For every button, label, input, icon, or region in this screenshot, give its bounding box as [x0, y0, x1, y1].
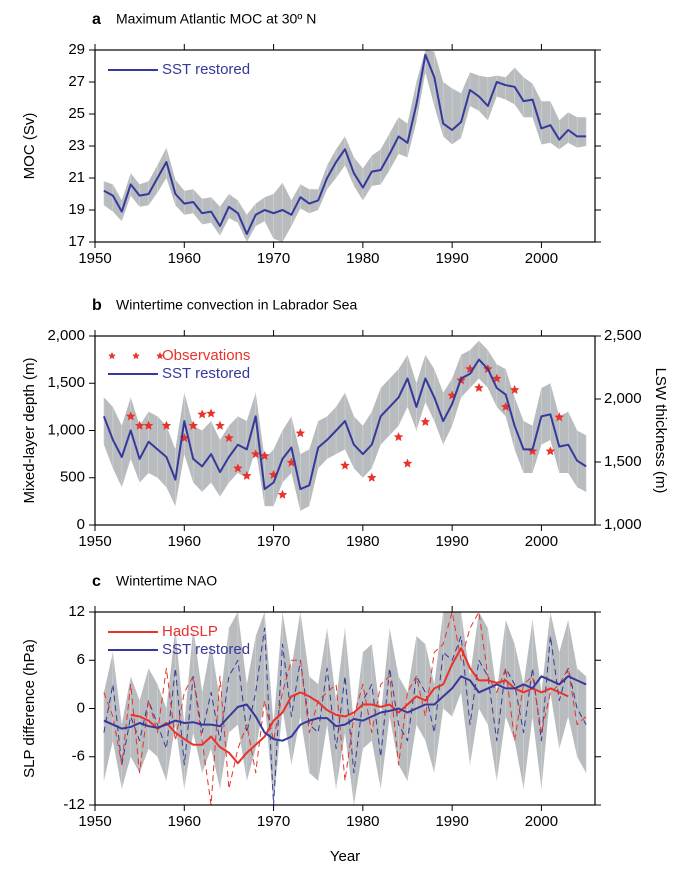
y-tick-label: 6 [77, 651, 85, 668]
legend-marker [156, 352, 164, 360]
y-tick-label: 1,500 [47, 374, 85, 391]
x-tick-label: 2000 [525, 813, 558, 830]
panel-title: Wintertime NAO [116, 573, 217, 589]
observation-star [501, 401, 511, 411]
y-tick-label: 0 [77, 699, 85, 716]
observation-star [286, 457, 297, 467]
observation-star [340, 460, 350, 470]
x-tick-label: 2000 [525, 250, 558, 267]
x-tick-label: 1950 [78, 533, 111, 550]
observation-star [474, 382, 484, 392]
y-tick-label: 23 [68, 137, 85, 154]
x-tick-label: 1990 [435, 533, 468, 550]
legend-marker [132, 352, 140, 360]
y-tick-label: 12 [68, 603, 85, 620]
observation-star [295, 428, 306, 438]
y-tick-label: 2,000 [47, 327, 85, 344]
x-tick-label: 1970 [257, 533, 290, 550]
x-tick-label: 1990 [435, 813, 468, 830]
y-axis-label: MOC (Sv) [21, 113, 38, 180]
y-tick-label: 29 [68, 41, 85, 58]
observation-star [259, 451, 270, 460]
panel-title: Maximum Atlantic MOC at 30º N [116, 11, 316, 27]
x-tick-label: 1990 [435, 250, 468, 267]
observation-star [242, 470, 252, 480]
y2-tick-label: 1,500 [604, 453, 642, 470]
y-tick-label: 27 [68, 73, 85, 90]
legend-label: SST restored [162, 365, 250, 382]
x-tick-label: 1960 [168, 533, 201, 550]
y-axis-label: SLP difference (hPa) [21, 639, 38, 778]
observation-star [161, 420, 172, 430]
y-tick-label: 0 [77, 516, 85, 533]
observation-star [251, 449, 261, 459]
y-tick-label: 25 [68, 105, 85, 122]
observation-star [197, 409, 207, 419]
x-tick-label: 1980 [346, 250, 379, 267]
observation-star [545, 446, 556, 456]
y-tick-label: -6 [72, 748, 85, 765]
observation-star [527, 446, 538, 456]
series-line [103, 675, 587, 742]
observation-star [554, 412, 564, 422]
observation-star [509, 384, 520, 394]
x-tick-label: 1980 [346, 813, 379, 830]
x-tick-label: 1950 [78, 813, 111, 830]
observation-star [465, 364, 475, 374]
observation-star [126, 411, 136, 421]
legend-label: HadSLP [162, 623, 218, 640]
series-line [103, 53, 587, 235]
observation-star [206, 408, 216, 418]
observation-star [233, 463, 243, 473]
y2-tick-label: 2,000 [604, 390, 642, 407]
x-tick-label: 1950 [78, 250, 111, 267]
observation-star [134, 420, 145, 430]
y-tick-label: 19 [68, 201, 85, 218]
series-line [102, 358, 587, 491]
x-tick-label: 1960 [168, 813, 201, 830]
x-tick-label: 1980 [346, 533, 379, 550]
x-tick-label: 1970 [257, 250, 290, 267]
observation-star [215, 420, 225, 430]
observation-star [277, 489, 288, 499]
panel-letter: b [92, 297, 102, 314]
x-tick-label: 1970 [257, 813, 290, 830]
y2-tick-label: 2,500 [604, 327, 642, 344]
annual-line [103, 627, 587, 806]
panel-letter: a [92, 11, 101, 28]
y-tick-label: 1,000 [47, 421, 85, 438]
observation-star [367, 472, 377, 482]
y-tick-label: 500 [60, 469, 85, 486]
panel-title: Wintertime convection in Labrador Sea [116, 297, 357, 313]
observation-star [393, 432, 404, 442]
observation-star [188, 420, 198, 430]
series-line [130, 647, 569, 765]
y-axis-label: Mixed-layer depth (m) [21, 358, 38, 504]
legend-marker [108, 352, 116, 360]
x-tick-label: 2000 [525, 533, 558, 550]
y2-axis-label: LSW thickness (m) [652, 368, 669, 494]
legend-label: SST restored [162, 61, 250, 78]
observation-star [402, 458, 413, 468]
panel-letter: c [92, 573, 101, 590]
legend-label: SST restored [162, 641, 250, 658]
observation-star [492, 373, 502, 383]
observation-star [143, 420, 154, 430]
y-tick-label: 21 [68, 169, 85, 186]
observation-star [420, 416, 431, 426]
observation-star [224, 433, 234, 443]
legend-label: Observations [162, 347, 250, 364]
x-axis-label: Year [330, 848, 360, 865]
y-tick-label: 17 [68, 233, 85, 250]
y2-tick-label: 1,000 [604, 516, 642, 533]
y-tick-label: -12 [63, 796, 85, 813]
x-tick-label: 1960 [168, 250, 201, 267]
